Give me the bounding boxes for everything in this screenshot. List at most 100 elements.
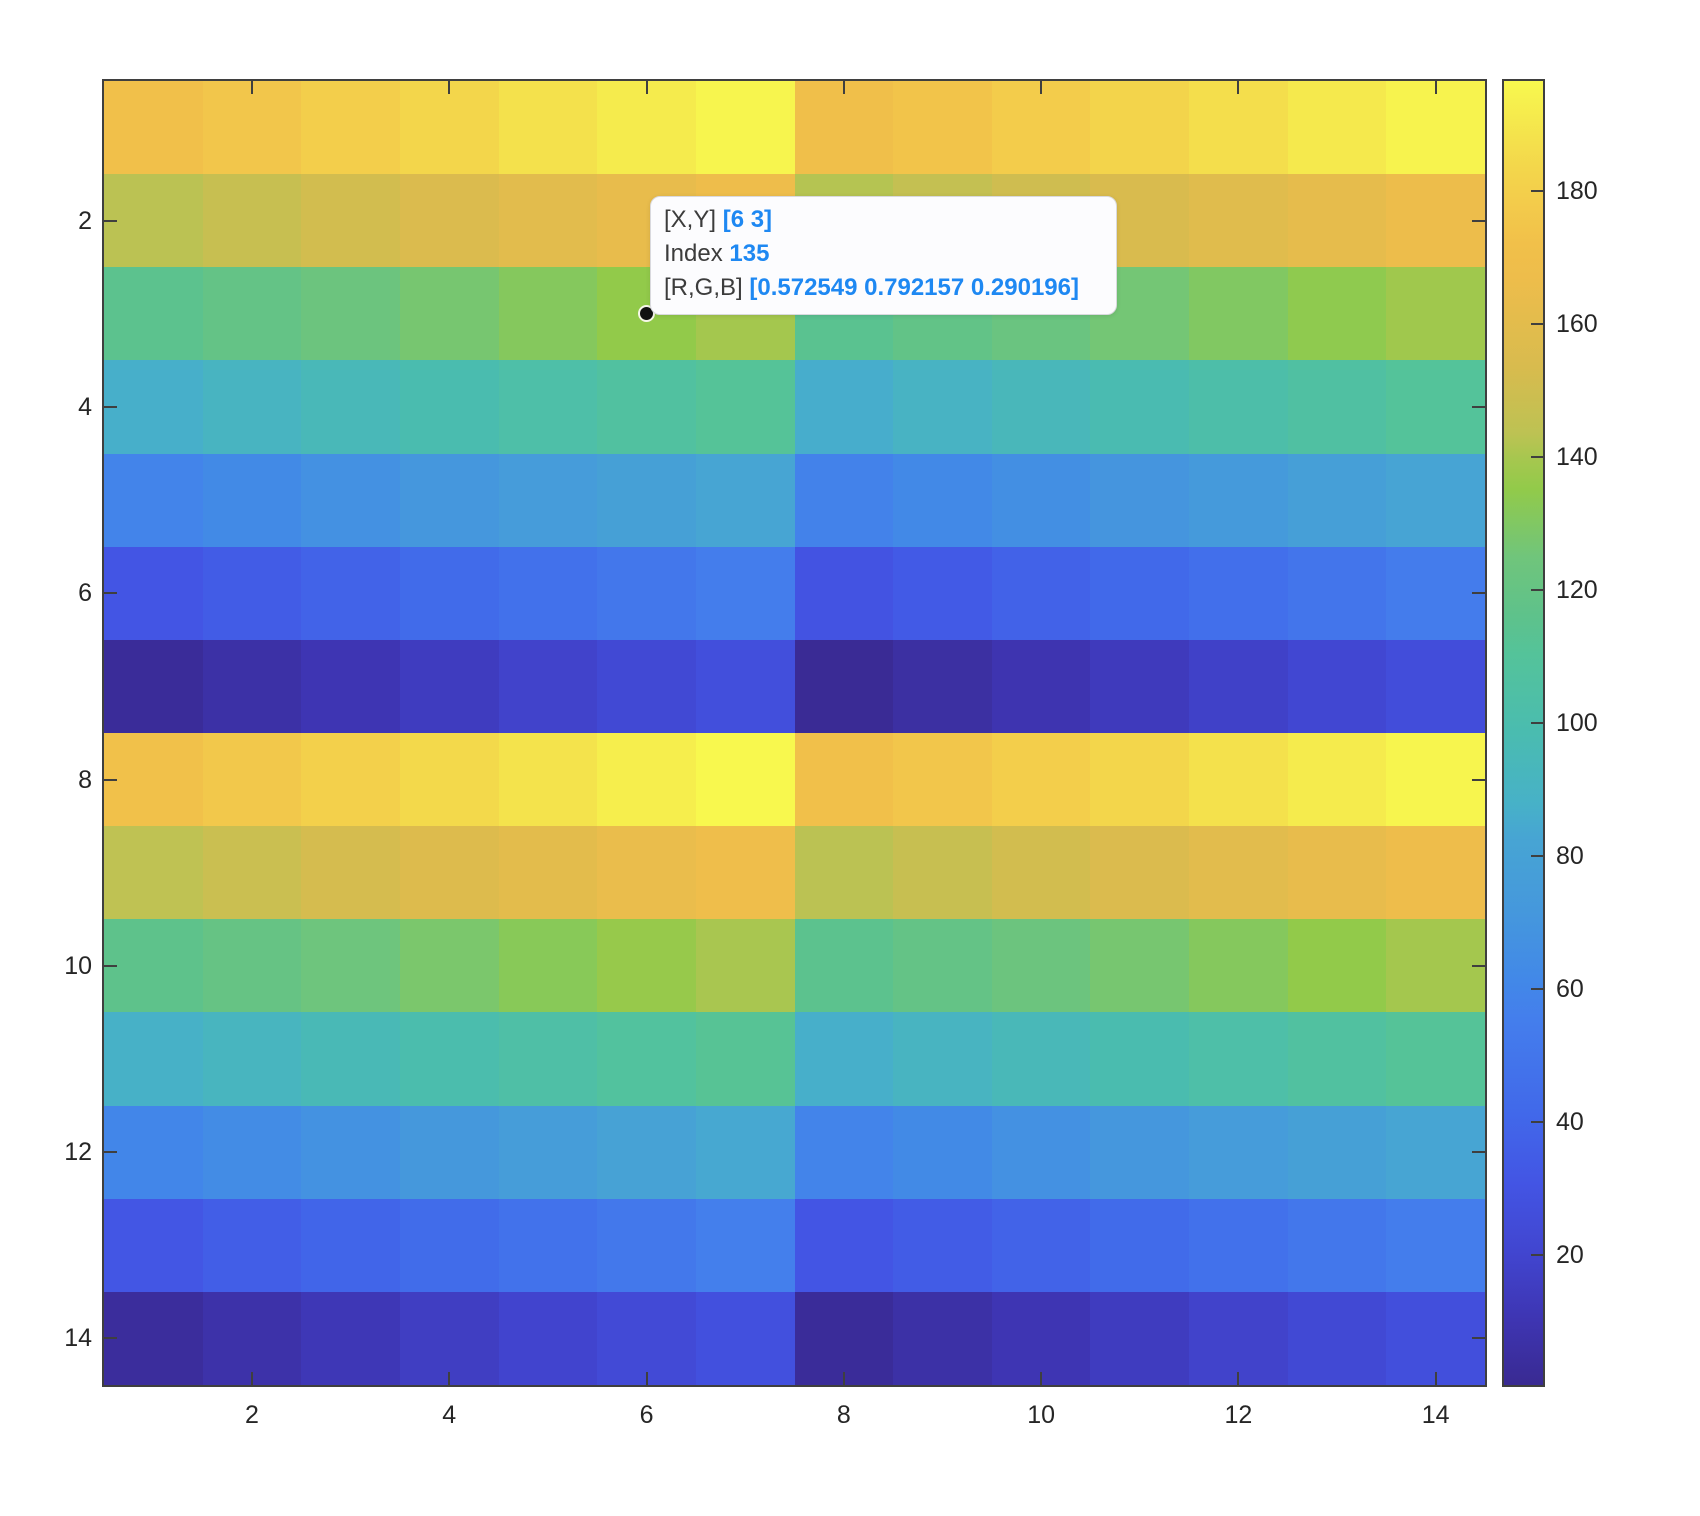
heatmap-cell[interactable]	[1386, 453, 1485, 547]
heatmap-cell[interactable]	[695, 639, 795, 733]
heatmap-cell[interactable]	[893, 639, 992, 733]
heatmap-cell[interactable]	[1287, 453, 1387, 547]
heatmap-cell[interactable]	[1287, 174, 1387, 268]
heatmap-cell[interactable]	[1287, 1291, 1387, 1385]
heatmap-cell[interactable]	[991, 639, 1091, 733]
heatmap-cell[interactable]	[1189, 1105, 1288, 1199]
heatmap-cell[interactable]	[893, 1198, 992, 1292]
heatmap-cell[interactable]	[695, 1198, 795, 1292]
heatmap-cell[interactable]	[893, 919, 992, 1013]
heatmap-cell[interactable]	[597, 1105, 696, 1199]
heatmap-cell[interactable]	[301, 1198, 400, 1292]
heatmap-cell[interactable]	[794, 1291, 894, 1385]
heatmap-cell[interactable]	[1189, 1012, 1288, 1106]
heatmap-cell[interactable]	[1287, 1198, 1387, 1292]
heatmap-cell[interactable]	[893, 81, 992, 175]
heatmap-cell[interactable]	[202, 1198, 302, 1292]
heatmap-cell[interactable]	[399, 360, 499, 454]
heatmap-cell[interactable]	[301, 546, 400, 640]
heatmap-cell[interactable]	[794, 733, 894, 827]
heatmap-cell[interactable]	[399, 174, 499, 268]
heatmap-cell[interactable]	[1386, 174, 1485, 268]
heatmap-cell[interactable]	[301, 267, 400, 361]
heatmap-cell[interactable]	[1386, 360, 1485, 454]
heatmap-cell[interactable]	[301, 1105, 400, 1199]
heatmap-cell[interactable]	[498, 267, 598, 361]
heatmap-cell[interactable]	[1090, 453, 1190, 547]
heatmap-cell[interactable]	[399, 639, 499, 733]
heatmap-cell[interactable]	[104, 1291, 203, 1385]
heatmap-cell[interactable]	[991, 1012, 1091, 1106]
heatmap-cell[interactable]	[991, 826, 1091, 920]
heatmap-cell[interactable]	[301, 453, 400, 547]
heatmap-cell[interactable]	[498, 1012, 598, 1106]
heatmap-cell[interactable]	[794, 919, 894, 1013]
heatmap-cell[interactable]	[1189, 546, 1288, 640]
heatmap-cell[interactable]	[1386, 546, 1485, 640]
heatmap-cell[interactable]	[1090, 639, 1190, 733]
heatmap-cell[interactable]	[1287, 360, 1387, 454]
heatmap-cell[interactable]	[1090, 1105, 1190, 1199]
heatmap-cell[interactable]	[893, 733, 992, 827]
heatmap-cell[interactable]	[301, 639, 400, 733]
heatmap-cell[interactable]	[991, 546, 1091, 640]
heatmap-cell[interactable]	[695, 360, 795, 454]
heatmap-cell[interactable]	[498, 826, 598, 920]
heatmap-cell[interactable]	[1386, 639, 1485, 733]
heatmap-cell[interactable]	[794, 1198, 894, 1292]
heatmap-cell[interactable]	[498, 1291, 598, 1385]
heatmap-cell[interactable]	[1090, 1012, 1190, 1106]
heatmap-cell[interactable]	[301, 174, 400, 268]
heatmap-cell[interactable]	[794, 546, 894, 640]
heatmap-cell[interactable]	[1090, 826, 1190, 920]
heatmap-cell[interactable]	[498, 81, 598, 175]
heatmap-cell[interactable]	[1386, 1105, 1485, 1199]
heatmap-cell[interactable]	[1386, 267, 1485, 361]
heatmap-cell[interactable]	[1287, 81, 1387, 175]
heatmap-cell[interactable]	[597, 1012, 696, 1106]
heatmap-cell[interactable]	[1386, 919, 1485, 1013]
heatmap-cell[interactable]	[695, 546, 795, 640]
heatmap-cell[interactable]	[1287, 826, 1387, 920]
heatmap-cell[interactable]	[991, 360, 1091, 454]
heatmap-cell[interactable]	[104, 360, 203, 454]
heatmap-cell[interactable]	[498, 639, 598, 733]
heatmap-cell[interactable]	[399, 81, 499, 175]
heatmap-cell[interactable]	[597, 1291, 696, 1385]
heatmap-cell[interactable]	[695, 1291, 795, 1385]
heatmap-cell[interactable]	[893, 826, 992, 920]
heatmap-cell[interactable]	[202, 639, 302, 733]
heatmap-cell[interactable]	[1090, 1198, 1190, 1292]
heatmap-cell[interactable]	[794, 1105, 894, 1199]
heatmap-cell[interactable]	[695, 453, 795, 547]
heatmap-cell[interactable]	[695, 1105, 795, 1199]
heatmap-cell[interactable]	[597, 546, 696, 640]
heatmap-cell[interactable]	[498, 360, 598, 454]
heatmap-cell[interactable]	[794, 826, 894, 920]
heatmap-cell[interactable]	[104, 267, 203, 361]
heatmap-cell[interactable]	[202, 1012, 302, 1106]
heatmap-cell[interactable]	[597, 639, 696, 733]
heatmap-cell[interactable]	[1189, 81, 1288, 175]
heatmap-cell[interactable]	[1287, 639, 1387, 733]
heatmap-cell[interactable]	[399, 1291, 499, 1385]
heatmap-cell[interactable]	[399, 733, 499, 827]
heatmap-cell[interactable]	[399, 1198, 499, 1292]
heatmap-cell[interactable]	[202, 453, 302, 547]
heatmap-cell[interactable]	[1386, 826, 1485, 920]
heatmap-cell[interactable]	[1090, 919, 1190, 1013]
heatmap-cell[interactable]	[202, 360, 302, 454]
heatmap-cell[interactable]	[695, 919, 795, 1013]
heatmap-cell[interactable]	[893, 453, 992, 547]
heatmap-cell[interactable]	[893, 546, 992, 640]
heatmap-cell[interactable]	[1386, 81, 1485, 175]
heatmap-cell[interactable]	[597, 826, 696, 920]
heatmap-cell[interactable]	[202, 733, 302, 827]
heatmap-cell[interactable]	[498, 546, 598, 640]
heatmap-cell[interactable]	[1287, 733, 1387, 827]
heatmap-cell[interactable]	[1287, 546, 1387, 640]
heatmap-cell[interactable]	[202, 826, 302, 920]
heatmap-cell[interactable]	[399, 919, 499, 1013]
heatmap-cell[interactable]	[1287, 1105, 1387, 1199]
heatmap-cell[interactable]	[104, 546, 203, 640]
